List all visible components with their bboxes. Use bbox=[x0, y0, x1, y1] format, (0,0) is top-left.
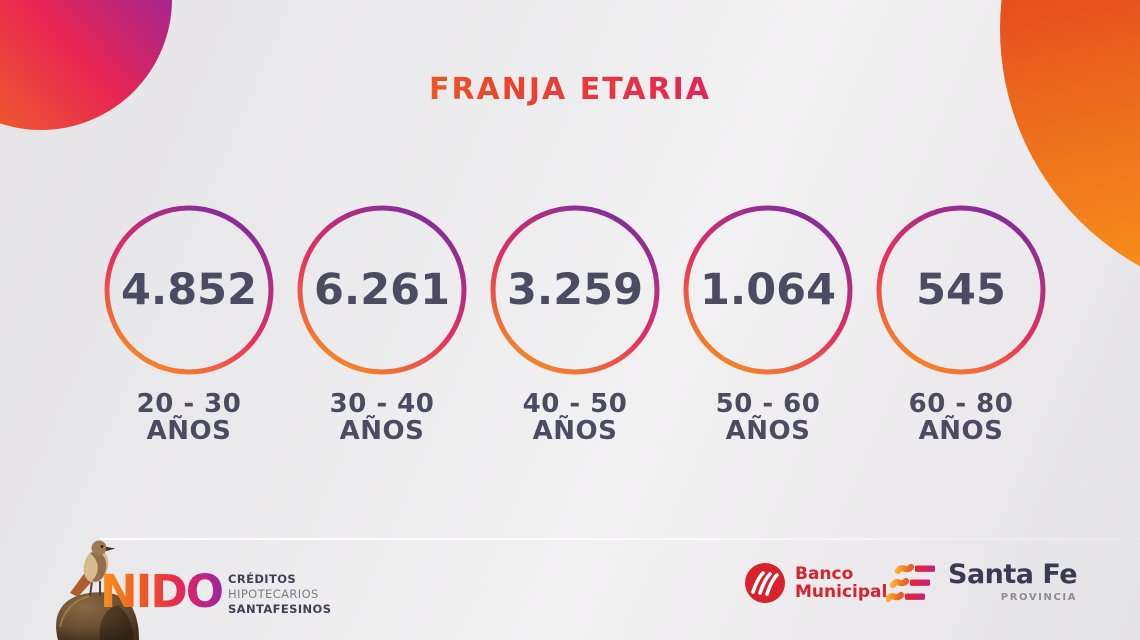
stat-unit: AÑOS bbox=[339, 416, 425, 447]
stat-range: 50 - 60 bbox=[715, 389, 821, 419]
tagline-santafesinos: SANTAFESINOS bbox=[228, 601, 332, 616]
stat-range: 60 - 80 bbox=[908, 389, 1014, 419]
stat-range: 40 - 50 bbox=[522, 389, 628, 419]
stat-ring: 1.064 bbox=[683, 205, 853, 375]
age-stats-row: 4.852 20 - 30 AÑOS 6.261 30 - 40 AÑOS 3.… bbox=[0, 205, 1140, 446]
banco-municipal-logo: Banco Municipal bbox=[744, 562, 887, 604]
tagline-creditos: CRÉDITOS bbox=[228, 572, 297, 586]
stat-value: 6.261 bbox=[313, 265, 450, 315]
stat-ring: 545 bbox=[876, 205, 1046, 375]
stat-label: 20 - 30 AÑOS bbox=[136, 389, 242, 447]
banco-municipal-label: Banco Municipal bbox=[795, 563, 888, 602]
stat-range: 30 - 40 bbox=[329, 389, 435, 419]
ring-icon bbox=[683, 205, 853, 375]
stat-ring: 3.259 bbox=[490, 205, 660, 375]
stat-label: 50 - 60 AÑOS bbox=[715, 389, 821, 447]
stat-ring: 4.852 bbox=[104, 205, 274, 375]
stat-unit: AÑOS bbox=[725, 416, 811, 447]
stat-value: 4.852 bbox=[120, 265, 257, 315]
banco-municipal-m-circle-icon bbox=[745, 563, 785, 603]
stat-label: 40 - 50 AÑOS bbox=[522, 389, 628, 447]
stat-20-30: 4.852 20 - 30 AÑOS bbox=[104, 205, 274, 446]
stat-40-50: 3.259 40 - 50 AÑOS bbox=[490, 205, 660, 446]
stat-unit: AÑOS bbox=[532, 416, 618, 447]
ring-icon bbox=[490, 205, 660, 375]
santa-fe-name: Santa Fe bbox=[948, 559, 1078, 590]
stat-30-40: 6.261 30 - 40 AÑOS bbox=[297, 205, 467, 446]
stat-value: 1.064 bbox=[699, 265, 836, 315]
banco-line2: Municipal bbox=[795, 582, 888, 602]
stat-unit: AÑOS bbox=[146, 416, 232, 447]
stat-ring: 6.261 bbox=[297, 205, 467, 375]
santa-fe-provincia-logo: Santa Fe PROVINCIA bbox=[886, 559, 1078, 611]
santa-fe-provincia: PROVINCIA bbox=[1000, 592, 1078, 603]
tagline-hipotecarios: HIPOTECARIOS bbox=[228, 586, 319, 601]
page-title: FRANJA ETARIA bbox=[0, 72, 1140, 107]
stat-50-60: 1.064 50 - 60 AÑOS bbox=[683, 205, 853, 446]
ring-icon bbox=[876, 205, 1046, 375]
banco-line1: Banco bbox=[795, 563, 854, 584]
stat-range: 20 - 30 bbox=[136, 389, 242, 419]
stat-value: 3.259 bbox=[506, 265, 643, 315]
stat-60-80: 545 60 - 80 AÑOS bbox=[876, 205, 1046, 446]
stat-unit: AÑOS bbox=[918, 416, 1004, 447]
stat-value: 545 bbox=[916, 265, 1006, 315]
nido-tagline: CRÉDITOS HIPOTECARIOS SANTAFESINOS bbox=[228, 572, 331, 617]
hornero-bird-on-nest-icon bbox=[40, 535, 250, 640]
ring-icon bbox=[297, 205, 467, 375]
stat-label: 30 - 40 AÑOS bbox=[329, 389, 435, 447]
stat-label: 60 - 80 AÑOS bbox=[908, 389, 1014, 447]
gradient-blob-top-left bbox=[0, 0, 172, 130]
santa-fe-label: Santa Fe PROVINCIA bbox=[948, 559, 1078, 603]
nido-logo: NIDO bbox=[100, 565, 224, 618]
ring-icon bbox=[104, 205, 274, 375]
footer-divider bbox=[100, 538, 1140, 540]
santa-fe-waves-icon bbox=[886, 563, 935, 603]
